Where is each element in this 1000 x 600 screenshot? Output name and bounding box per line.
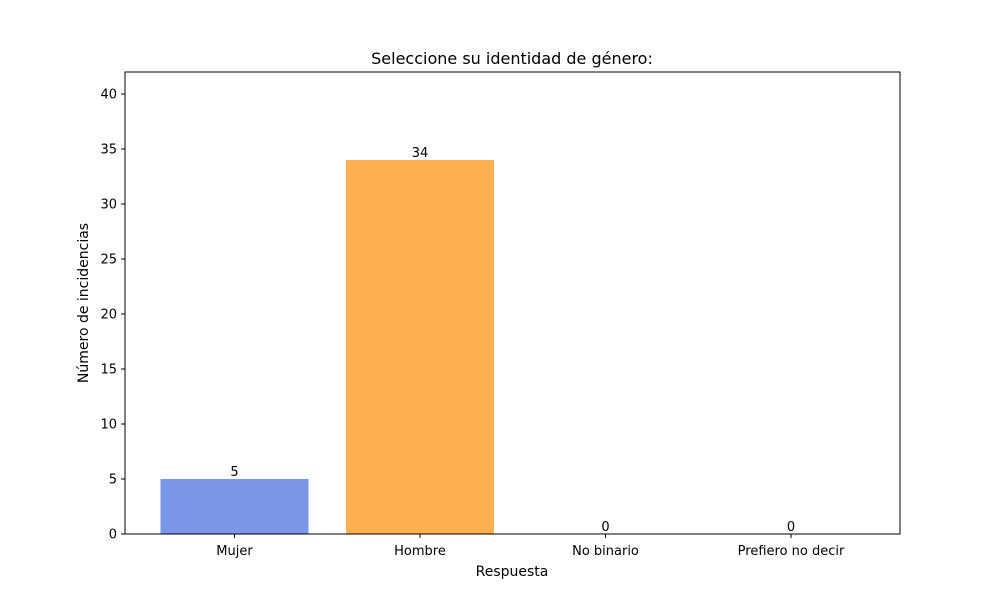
- y-tick-label: 40: [100, 88, 117, 103]
- value-labels-group: 5 34 0 0: [230, 146, 795, 535]
- y-tick-label: 30: [100, 198, 117, 213]
- bar-mujer: [160, 479, 309, 534]
- x-tick-label: Hombre: [394, 544, 446, 559]
- y-tick-label: 15: [100, 363, 117, 378]
- y-tick-label: 0: [109, 528, 117, 543]
- bar-value-label: 5: [230, 465, 238, 480]
- x-tick-label: No binario: [572, 544, 639, 559]
- bar-value-label: 34: [412, 146, 429, 161]
- y-tick-label: 25: [100, 253, 117, 268]
- bar-value-label: 0: [601, 520, 609, 535]
- bar-hombre: [346, 160, 494, 534]
- y-axis-label: Número de incidencias: [76, 223, 92, 383]
- bars-group: [160, 160, 494, 534]
- x-axis-label: Respuesta: [476, 564, 549, 580]
- bar-value-label: 0: [787, 520, 795, 535]
- y-tick-label: 20: [100, 308, 117, 323]
- y-tick-label: 35: [100, 143, 117, 158]
- x-tick-label: Mujer: [216, 544, 253, 559]
- plot-frame: [124, 71, 901, 535]
- y-tick-label: 10: [100, 418, 117, 433]
- y-axis: 0 5 10 15 20 25 30 35 40: [100, 88, 125, 543]
- y-tick-label: 5: [109, 473, 117, 488]
- x-tick-label: Prefiero no decir: [738, 544, 845, 559]
- x-axis: Mujer Hombre No binario Prefiero no decir: [216, 534, 845, 559]
- chart-title: Seleccione su identidad de género:: [371, 49, 653, 68]
